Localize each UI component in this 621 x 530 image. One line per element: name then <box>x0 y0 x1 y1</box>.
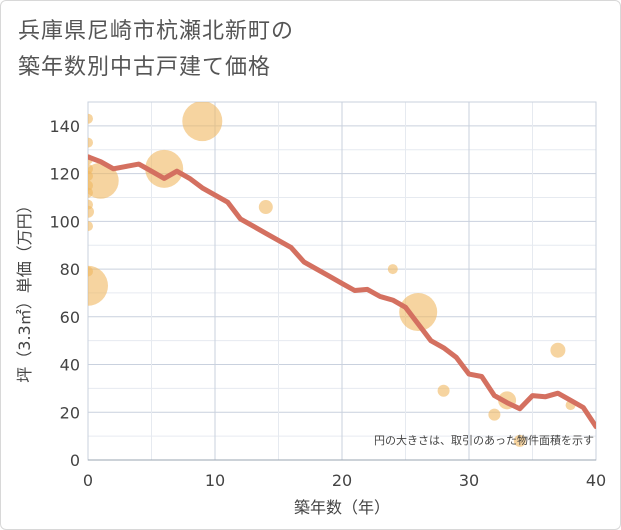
bubble-point <box>513 434 526 447</box>
bubble-point <box>88 137 93 148</box>
bubble-point <box>88 265 108 306</box>
title-line-1: 兵庫県尼崎市杭瀬北新町の <box>18 19 295 44</box>
bubble-point <box>88 113 93 124</box>
title-line-2: 築年数別中古戸建て価格 <box>18 55 272 80</box>
y-tick-label: 40 <box>60 356 80 375</box>
y-tick-label: 120 <box>49 165 80 184</box>
x-tick-label: 10 <box>205 471 225 490</box>
bubble-point <box>437 384 450 397</box>
bubble-point <box>258 200 273 215</box>
y-tick-label: 20 <box>60 403 80 422</box>
bubble-point <box>88 199 93 210</box>
y-axis-label: 坪（3.3㎡）単価（万円） <box>15 197 34 382</box>
bubble-point <box>399 293 438 332</box>
bubble-point <box>145 149 184 188</box>
x-tick-label: 30 <box>459 471 479 490</box>
y-tick-label: 100 <box>49 212 80 231</box>
x-tick-label: 40 <box>586 471 606 490</box>
y-tick-label: 0 <box>70 451 80 470</box>
axes: 0 20 40 60 80 100 120 140 0 10 20 30 40 <box>49 117 606 490</box>
bubbles <box>88 102 576 447</box>
trend-line-layer <box>88 154 596 430</box>
x-axis-label: 築年数（年） <box>294 498 390 517</box>
bubble-point <box>550 342 566 358</box>
bubble-point <box>88 221 93 232</box>
x-tick-label: 20 <box>332 471 352 490</box>
size-annotation: 円の大きさは、取引のあった物件面積を示す <box>374 433 594 447</box>
bubble-point <box>182 102 223 142</box>
bubble-point <box>488 408 501 421</box>
trend-line <box>88 154 596 430</box>
y-tick-label: 60 <box>60 308 80 327</box>
y-tick-label: 140 <box>49 117 80 136</box>
bubble-point <box>387 264 398 275</box>
bubble-point <box>88 170 93 181</box>
x-tick-label: 0 <box>83 471 93 490</box>
chart-title: 兵庫県尼崎市杭瀬北新町の 築年数別中古戸建て価格 <box>18 14 294 86</box>
bubble-point <box>88 162 119 199</box>
bubble-point <box>88 187 93 198</box>
y-tick-label: 80 <box>60 260 80 279</box>
bubble-point <box>88 266 93 277</box>
